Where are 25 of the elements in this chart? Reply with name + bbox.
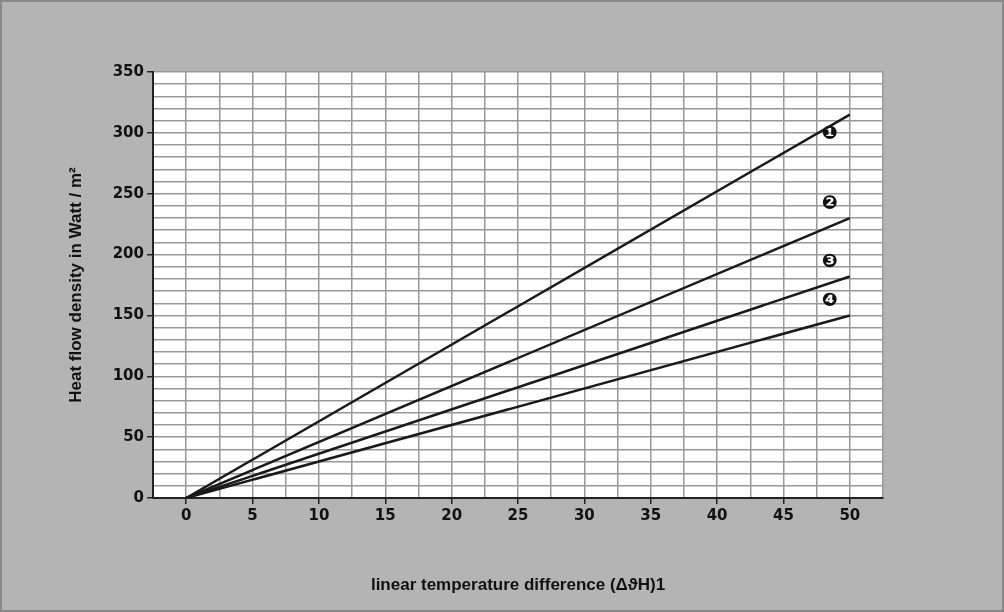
x-tick-label: 10 <box>308 505 330 524</box>
x-tick-label: 30 <box>573 505 595 524</box>
y-tick-label: 300 <box>112 122 144 141</box>
series-label: ❹ <box>821 288 838 311</box>
x-tick-label: 5 <box>247 505 258 524</box>
y-tick-label: 0 <box>133 487 144 506</box>
series-label: ❸ <box>821 249 838 272</box>
x-tick-label: 25 <box>507 505 529 524</box>
y-tick-label: 350 <box>112 61 144 80</box>
x-tick-label: 45 <box>773 505 794 524</box>
x-tick-label: 20 <box>441 505 463 524</box>
y-tick-label: 200 <box>112 244 144 263</box>
series-label: ❶ <box>821 120 838 143</box>
y-tick-label: 250 <box>112 183 144 202</box>
y-tick-label: 50 <box>123 427 144 446</box>
x-tick-label: 50 <box>839 505 861 524</box>
y-tick-label: 150 <box>112 305 144 324</box>
x-tick-label: 0 <box>180 505 192 524</box>
x-axis-title: linear temperature difference (ΔϑH)1 <box>370 575 666 595</box>
y-tick-label: 100 <box>112 366 144 385</box>
x-tick-label: 40 <box>706 505 728 524</box>
x-tick-label: 15 <box>374 505 396 524</box>
x-tick-label: 35 <box>640 505 662 524</box>
series-label: ❷ <box>821 190 838 213</box>
y-axis-title: Heat flow density in Watt / m² <box>65 166 85 403</box>
